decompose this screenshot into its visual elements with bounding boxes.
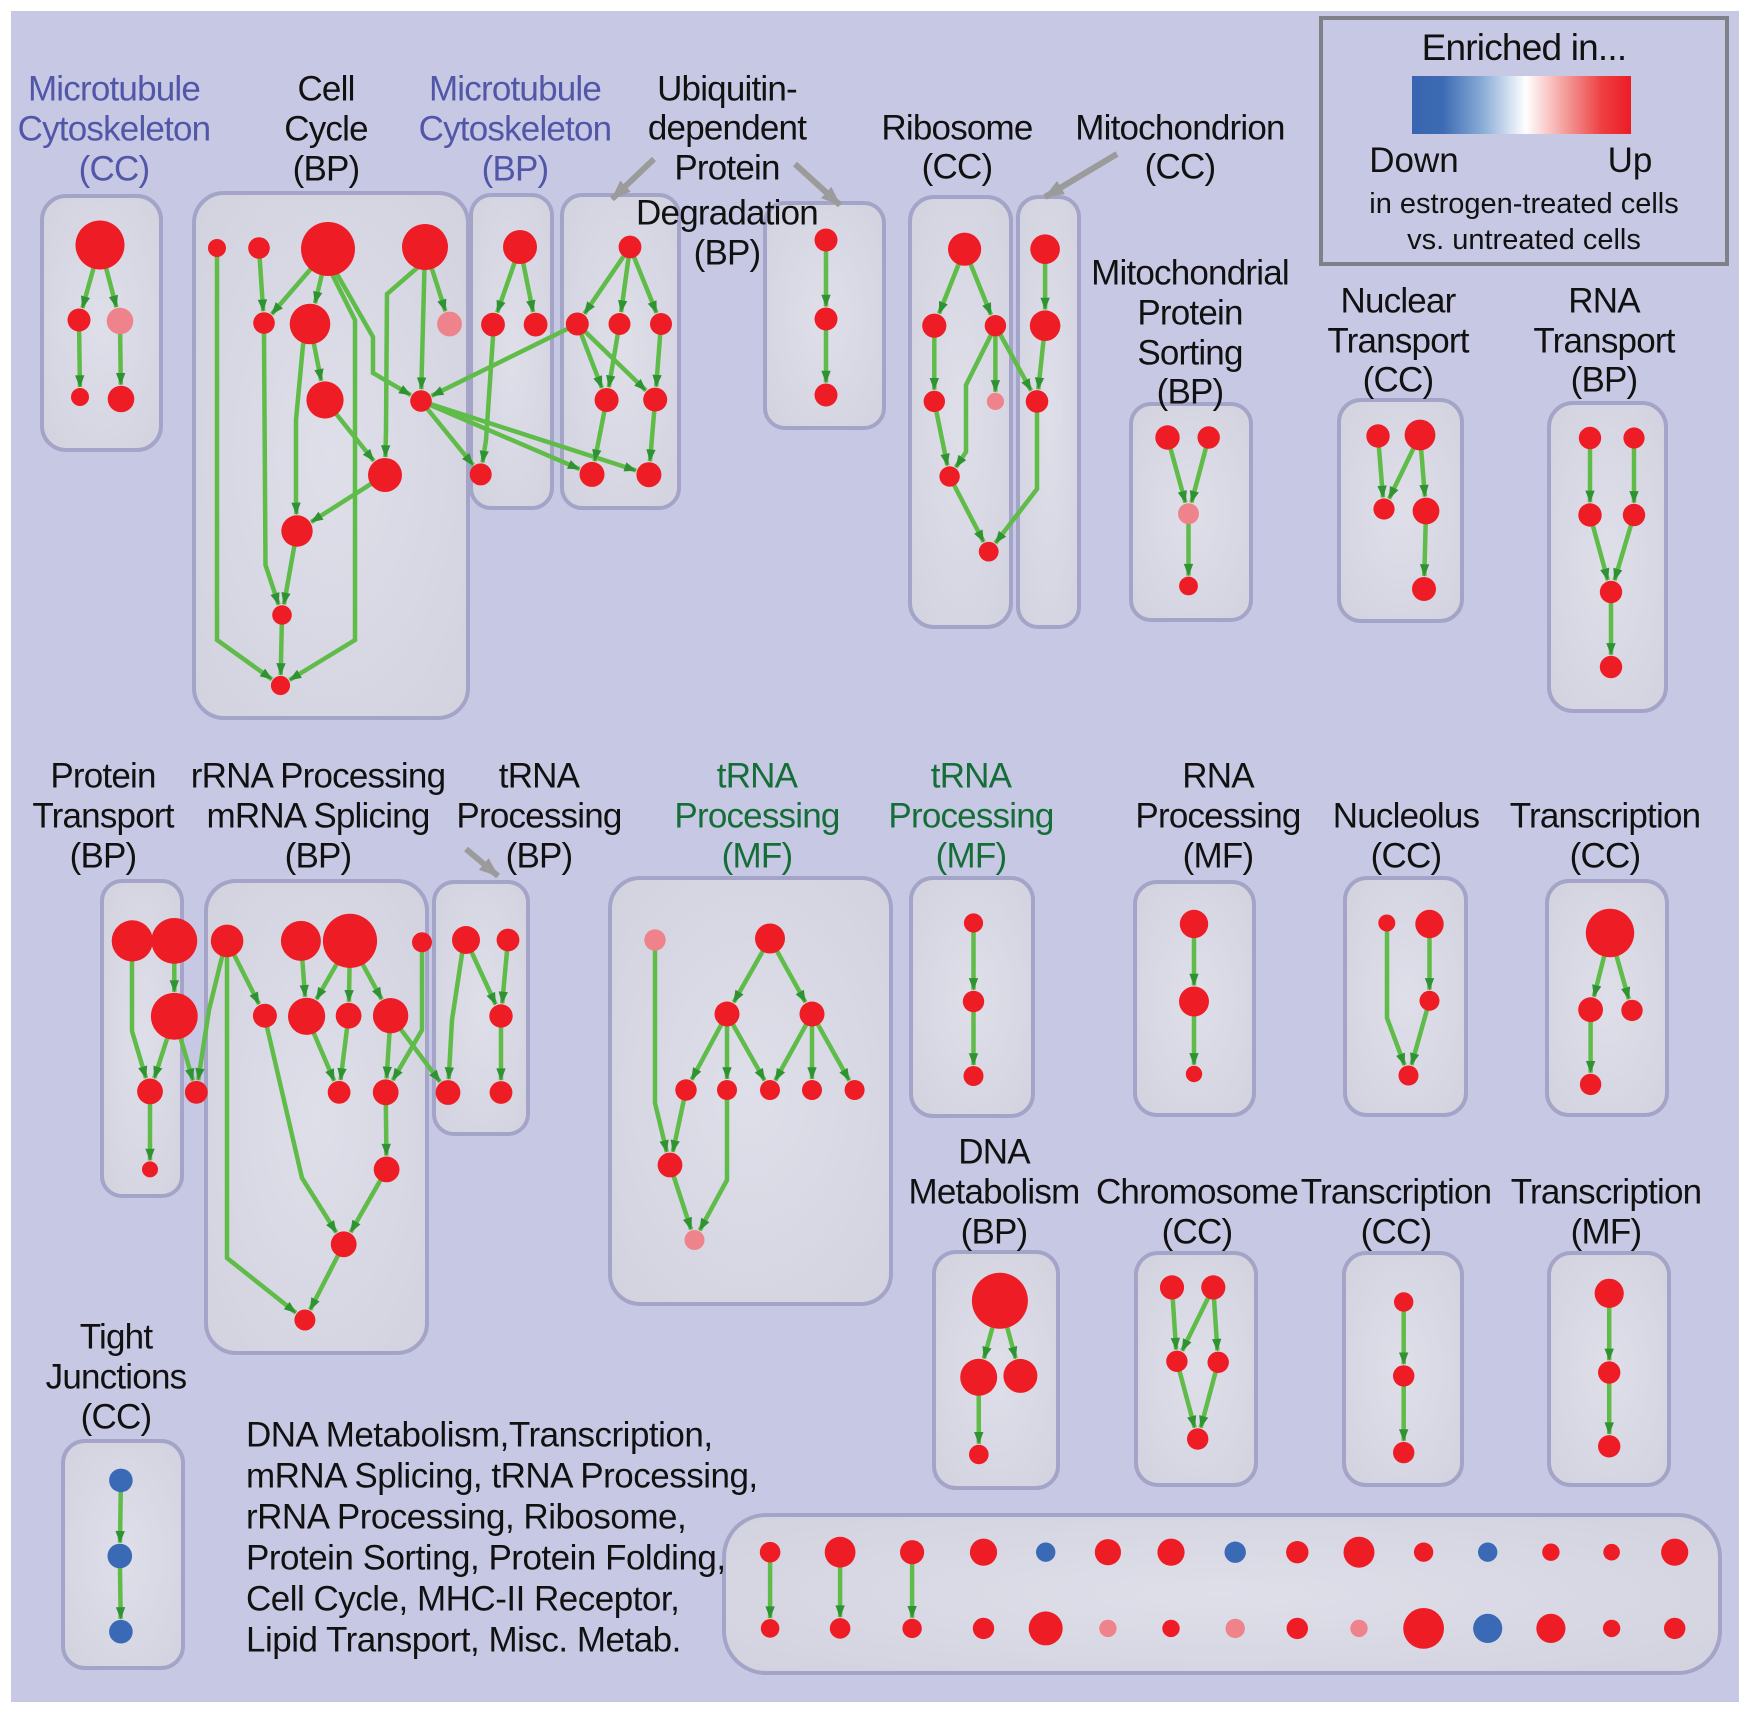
svg-text:(BP): (BP) bbox=[285, 837, 352, 876]
svg-text:Metabolism: Metabolism bbox=[909, 1173, 1080, 1212]
svg-text:Nucleolus: Nucleolus bbox=[1333, 797, 1480, 836]
svg-text:Sorting: Sorting bbox=[1137, 334, 1242, 373]
svg-text:Transcription: Transcription bbox=[1511, 1173, 1702, 1212]
svg-text:Microtubule: Microtubule bbox=[28, 70, 200, 109]
svg-text:RNA: RNA bbox=[1182, 757, 1255, 796]
svg-text:Processing: Processing bbox=[674, 797, 839, 836]
svg-text:(MF): (MF) bbox=[936, 837, 1007, 876]
svg-text:Transport: Transport bbox=[1533, 322, 1675, 361]
svg-text:Cell: Cell bbox=[297, 70, 354, 109]
svg-text:Enriched in...: Enriched in... bbox=[1422, 27, 1627, 68]
svg-text:dependent: dependent bbox=[648, 109, 807, 148]
svg-text:(CC): (CC) bbox=[1162, 1213, 1233, 1252]
svg-text:(MF): (MF) bbox=[1571, 1213, 1642, 1252]
svg-text:Processing: Processing bbox=[888, 797, 1053, 836]
svg-text:Processing: Processing bbox=[1135, 797, 1300, 836]
svg-text:Cell Cycle, MHC-II Receptor,: Cell Cycle, MHC-II Receptor, bbox=[246, 1580, 679, 1619]
svg-text:Up: Up bbox=[1608, 141, 1653, 180]
svg-text:tRNA: tRNA bbox=[931, 757, 1013, 796]
svg-text:Transport: Transport bbox=[1327, 322, 1469, 361]
svg-text:(BP): (BP) bbox=[1571, 361, 1638, 400]
svg-text:tRNA: tRNA bbox=[499, 757, 581, 796]
svg-text:Lipid Transport, Misc. Metab.: Lipid Transport, Misc. Metab. bbox=[246, 1621, 681, 1660]
svg-text:Nuclear: Nuclear bbox=[1340, 282, 1456, 321]
svg-text:Cytoskeleton: Cytoskeleton bbox=[419, 110, 612, 149]
svg-text:Ubiquitin-: Ubiquitin- bbox=[657, 70, 797, 109]
svg-text:Cytoskeleton: Cytoskeleton bbox=[18, 110, 211, 149]
svg-text:Protein: Protein bbox=[50, 757, 155, 796]
svg-text:(BP): (BP) bbox=[694, 234, 761, 273]
svg-text:DNA Metabolism,Transcription,: DNA Metabolism,Transcription, bbox=[246, 1416, 713, 1455]
svg-text:Transport: Transport bbox=[32, 797, 174, 836]
svg-text:mRNA Splicing, tRNA Processing: mRNA Splicing, tRNA Processing, bbox=[246, 1457, 758, 1496]
svg-text:tRNA: tRNA bbox=[717, 757, 799, 796]
svg-text:Transcription: Transcription bbox=[1301, 1173, 1492, 1212]
svg-text:Tight: Tight bbox=[80, 1318, 154, 1357]
svg-text:Mitochondrial: Mitochondrial bbox=[1091, 254, 1289, 293]
svg-text:RNA: RNA bbox=[1568, 282, 1641, 321]
svg-text:Cycle: Cycle bbox=[284, 110, 368, 149]
svg-text:Chromosome: Chromosome bbox=[1096, 1173, 1298, 1212]
svg-text:(BP): (BP) bbox=[293, 150, 360, 189]
svg-text:(MF): (MF) bbox=[722, 837, 793, 876]
svg-text:(CC): (CC) bbox=[81, 1398, 152, 1437]
svg-text:Junctions: Junctions bbox=[46, 1358, 187, 1397]
svg-text:(CC): (CC) bbox=[1361, 1213, 1432, 1252]
svg-text:Protein: Protein bbox=[1137, 294, 1242, 333]
svg-text:(BP): (BP) bbox=[1157, 373, 1224, 412]
svg-text:Degradation: Degradation bbox=[636, 194, 818, 233]
svg-text:Down: Down bbox=[1369, 141, 1458, 180]
svg-text:Transcription: Transcription bbox=[1510, 797, 1701, 836]
svg-text:Mitochondrion: Mitochondrion bbox=[1075, 109, 1284, 148]
svg-text:(CC): (CC) bbox=[922, 148, 993, 187]
svg-text:Processing: Processing bbox=[456, 797, 621, 836]
svg-text:(CC): (CC) bbox=[79, 150, 150, 189]
svg-text:rRNA Processing: rRNA Processing bbox=[191, 757, 445, 796]
svg-text:in estrogen-treated cells: in estrogen-treated cells bbox=[1369, 188, 1679, 220]
svg-text:Protein: Protein bbox=[674, 149, 779, 188]
svg-text:vs. untreated cells: vs. untreated cells bbox=[1407, 224, 1641, 256]
svg-text:(BP): (BP) bbox=[961, 1213, 1028, 1252]
svg-text:Protein Sorting, Protein Foldi: Protein Sorting, Protein Folding, bbox=[246, 1539, 726, 1578]
svg-text:(BP): (BP) bbox=[482, 150, 549, 189]
svg-text:Ribosome: Ribosome bbox=[881, 109, 1032, 148]
svg-text:(CC): (CC) bbox=[1363, 361, 1434, 400]
svg-text:(CC): (CC) bbox=[1145, 148, 1216, 187]
svg-text:rRNA Processing, Ribosome,: rRNA Processing, Ribosome, bbox=[246, 1498, 686, 1537]
svg-text:DNA: DNA bbox=[958, 1133, 1031, 1172]
svg-text:Microtubule: Microtubule bbox=[429, 70, 601, 109]
svg-text:(CC): (CC) bbox=[1371, 837, 1442, 876]
svg-text:(CC): (CC) bbox=[1570, 837, 1641, 876]
svg-text:mRNA Splicing: mRNA Splicing bbox=[206, 797, 429, 836]
svg-text:(BP): (BP) bbox=[506, 837, 573, 876]
svg-text:(MF): (MF) bbox=[1183, 837, 1254, 876]
svg-text:(BP): (BP) bbox=[70, 837, 137, 876]
